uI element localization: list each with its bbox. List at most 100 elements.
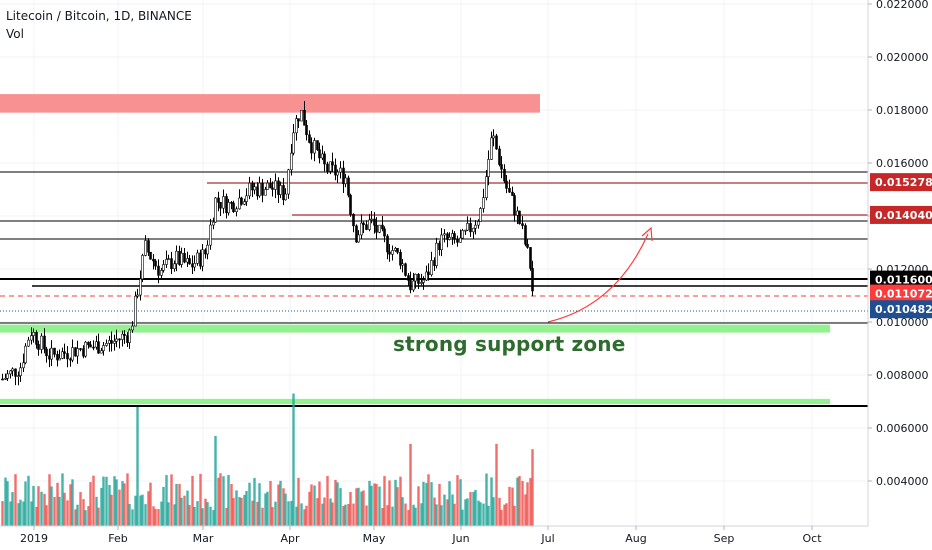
volume-bar [386,505,389,526]
volume-bar [9,501,12,526]
y-tick-label: 0.006000 [876,422,929,435]
volume-bar [56,482,59,526]
candle-body [110,340,113,344]
volume-bar [396,487,399,526]
volume-bar [420,503,423,526]
volume-bar [375,483,378,526]
candle-body [152,258,155,262]
volume-bar [102,476,105,526]
volume-bar [282,488,285,526]
volume-bar [453,503,456,526]
candle-body [461,230,464,239]
level-lines [0,171,868,407]
candle-body [446,233,449,240]
volume-bar [48,474,51,526]
volume-bar [404,503,407,526]
volume-bar [430,482,433,526]
candle-body [162,264,165,271]
volume-bar [170,474,173,526]
volume-bar [264,493,267,526]
volume-bar [279,480,282,526]
candle-body [147,240,150,253]
candle-body [490,137,493,160]
volume-bar [204,498,207,526]
candle-body [498,148,501,165]
volume-bar [388,480,391,526]
candle-body [427,271,430,276]
volume-bar [425,483,428,526]
candle-body [284,193,287,201]
volume-bar [438,483,441,526]
candle-body [422,279,425,283]
volume-bar [524,494,527,526]
volume-bar [160,501,163,526]
candle-body [287,169,290,195]
candle-body [253,186,256,191]
candle-body [6,373,9,379]
volume-bar [50,486,53,526]
candle-body [313,140,316,154]
volume-bar [251,500,254,526]
volume-bar [516,477,519,526]
volume-bar [498,497,501,526]
candle-body [378,224,381,233]
price-label-box [870,300,932,319]
volume-bar [362,490,365,526]
y-tick-label: 0.018000 [876,104,929,117]
x-tick-label: Mar [193,532,214,545]
candle-body [295,118,298,134]
volume-bar [347,503,350,526]
candle-body [508,188,511,193]
candle-body [201,249,204,267]
candle-body [128,329,131,343]
candle-body [529,247,532,269]
volume-bar [433,497,436,526]
candle-body [435,242,438,266]
volume-bar [479,502,482,526]
volume-bar [368,480,371,526]
volume-bar [461,509,464,526]
volume-bar [27,475,30,526]
candle-body [339,167,342,173]
volume-bar [331,502,334,526]
volume-bar [316,498,319,526]
volume-bar [61,473,64,526]
candle-body [219,202,222,209]
x-tick-label: 2019 [20,532,48,545]
volume-bar [440,505,443,526]
candle-body [76,348,79,357]
volume-bar [209,506,212,526]
price-label-box [870,284,932,303]
candle-body [204,249,207,255]
candle-body [474,224,477,229]
candle-body [87,341,90,346]
candle-body [154,260,157,267]
candle-body [74,347,77,357]
volume-bar [269,480,272,526]
candle-body [352,213,355,227]
candle-body [222,196,225,209]
candle-body [409,280,412,291]
volume-bar [82,499,85,526]
support-zone [0,398,830,405]
candle-body [336,171,339,176]
volume-bar [217,477,220,526]
volume-bar [165,475,168,526]
candle-body [79,348,82,350]
volume-bar [448,481,451,526]
volume-bar [477,500,480,526]
support-zone-label: strong support zone [393,332,626,356]
candle-body [495,135,498,150]
candle-body [43,335,46,350]
volume-bar [492,497,495,526]
volume-bar [134,495,137,526]
candle-body [417,273,420,284]
volume-bar [1,501,4,526]
volume-bar [373,483,376,526]
candle-body [323,153,326,165]
volume-bar [183,495,186,526]
candle-body [269,182,272,189]
candle-body [40,335,43,350]
candle-body [469,223,472,233]
